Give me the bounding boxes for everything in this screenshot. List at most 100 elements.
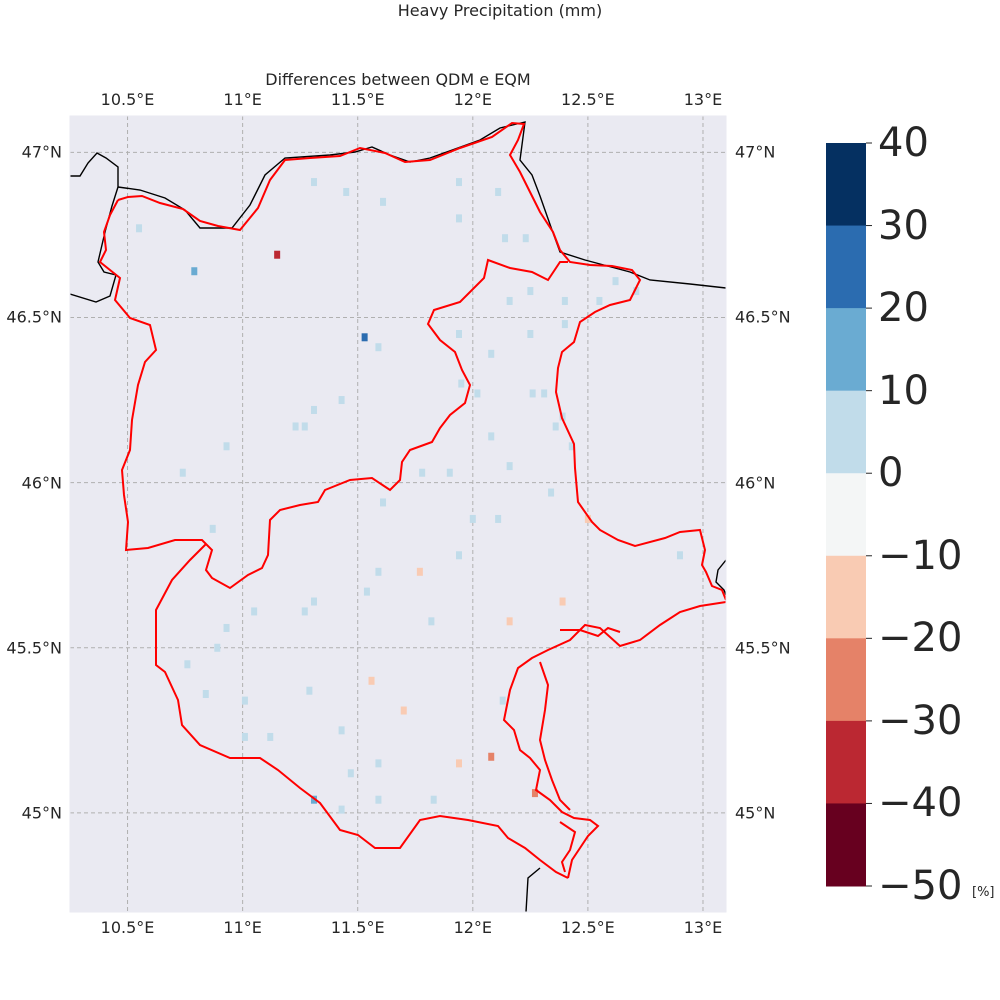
- data-cell: [274, 250, 281, 259]
- data-cell: [548, 488, 555, 497]
- lon-label-bottom: 12°E: [453, 918, 493, 937]
- colorbar-tick-label: −30: [878, 697, 963, 744]
- figure-title: Heavy Precipitation (mm): [397, 1, 603, 20]
- map-background: [70, 116, 726, 912]
- data-cell: [488, 349, 495, 358]
- data-cell: [676, 551, 683, 560]
- coastline-south-icon: [525, 867, 541, 912]
- data-cell: [251, 607, 258, 616]
- data-cell: [179, 468, 186, 477]
- data-cell: [522, 234, 529, 243]
- lon-label-top: 11°E: [223, 90, 262, 109]
- lat-label-left: 46.5°N: [6, 307, 62, 327]
- data-cell: [310, 405, 317, 414]
- data-cell: [241, 696, 248, 705]
- data-cell: [338, 726, 345, 735]
- data-cell: [527, 287, 534, 296]
- lon-label-bottom: 10.5°E: [100, 918, 155, 937]
- data-cell: [561, 296, 568, 305]
- colorbar-tick-label: −40: [878, 780, 963, 827]
- data-cell: [455, 214, 462, 223]
- data-cell: [241, 732, 248, 741]
- data-cell: [400, 706, 407, 715]
- data-cell: [428, 617, 435, 626]
- data-cell: [368, 676, 375, 685]
- data-cell: [338, 396, 345, 405]
- colorbar-bin: [826, 803, 866, 887]
- colorbar-tick-label: −20: [878, 615, 963, 662]
- colorbar-tick-label: −10: [878, 532, 963, 579]
- data-cell: [310, 597, 317, 606]
- lat-label-right: 47°N: [735, 142, 776, 162]
- data-cell: [596, 296, 603, 305]
- data-cell: [612, 277, 619, 286]
- coastline-left-icon: [70, 152, 119, 303]
- data-cell: [380, 498, 387, 507]
- data-cell: [529, 389, 536, 398]
- data-cell: [584, 514, 591, 523]
- data-cell: [380, 197, 387, 206]
- colorbar-tick-label: 20: [878, 285, 929, 332]
- data-cell: [488, 432, 495, 441]
- data-cell: [375, 795, 382, 804]
- data-cell: [561, 320, 568, 329]
- lon-label-bottom: 11.5°E: [330, 918, 385, 937]
- data-cell: [506, 617, 513, 626]
- data-cell: [469, 514, 476, 523]
- colorbar-bin: [826, 638, 866, 722]
- colorbar-tick-label: 10: [878, 367, 929, 414]
- colorbar-tick-label: 30: [878, 202, 929, 249]
- data-cell: [361, 333, 368, 342]
- colorbar-bin: [826, 143, 866, 227]
- data-cell: [292, 422, 299, 431]
- data-cell: [541, 389, 548, 398]
- data-cell: [214, 643, 221, 652]
- lat-label-right: 45.5°N: [735, 638, 791, 658]
- data-cell: [455, 178, 462, 187]
- data-cell: [209, 524, 216, 533]
- data-cell: [455, 759, 462, 768]
- data-cell: [343, 187, 350, 196]
- data-cell: [416, 567, 423, 576]
- lon-label-bottom: 11°E: [223, 918, 262, 937]
- data-cell: [223, 623, 230, 632]
- data-cell: [455, 329, 462, 338]
- data-cell: [301, 422, 308, 431]
- colorbar-bin: [826, 308, 866, 392]
- data-cell: [191, 267, 198, 276]
- lagoon-inner-icon: [538, 661, 571, 811]
- data-cell: [306, 686, 313, 695]
- data-cell: [502, 234, 509, 243]
- data-cell: [419, 468, 426, 477]
- data-cell: [495, 187, 502, 196]
- data-cell: [267, 732, 274, 741]
- data-cell: [568, 442, 575, 451]
- data-cell: [184, 660, 191, 669]
- lagoon-outer-icon: [560, 626, 621, 638]
- region-border: [98, 121, 726, 879]
- lat-label-left: 45°N: [21, 803, 62, 823]
- data-cell: [375, 567, 382, 576]
- lat-label-left: 47°N: [21, 142, 62, 162]
- lon-label-top: 12°E: [453, 90, 493, 109]
- data-cell: [527, 329, 534, 338]
- data-cell: [488, 752, 495, 761]
- data-cell: [552, 422, 559, 431]
- lat-label-left: 46°N: [21, 473, 62, 493]
- colorbar-tick-label: 40: [878, 120, 929, 166]
- map-gridlines: [70, 116, 726, 912]
- lon-label-top: 10.5°E: [100, 90, 155, 109]
- veneto-trentino-outline-icon: [117, 121, 726, 601]
- data-cell: [633, 287, 640, 296]
- lon-label-top: 12.5°E: [561, 90, 615, 109]
- coastline-red-icon: [502, 601, 726, 879]
- data-cell: [375, 759, 382, 768]
- data-cell: [310, 178, 317, 187]
- data-cell: [375, 343, 382, 352]
- map-frame-border: [69, 115, 727, 913]
- lon-label-bottom: 13°E: [683, 918, 723, 937]
- border-east-icon: [715, 559, 726, 596]
- lon-label-top: 13°E: [683, 90, 723, 109]
- map-subtitle: Differences between QDM e EQM: [265, 70, 531, 89]
- data-cells: [136, 178, 683, 814]
